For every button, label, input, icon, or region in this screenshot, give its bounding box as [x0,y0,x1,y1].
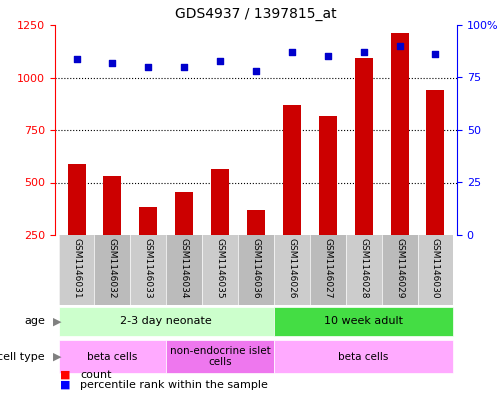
Bar [274,340,454,373]
Point [216,57,224,64]
Text: GSM1146033: GSM1146033 [144,239,153,299]
Title: GDS4937 / 1397815_at: GDS4937 / 1397815_at [175,7,337,21]
Point [108,60,116,66]
Point [360,49,368,55]
Point [396,43,404,49]
Bar [103,176,121,235]
Text: GSM1146026: GSM1146026 [287,239,296,299]
Point [72,55,80,62]
Bar [211,169,229,235]
Point [324,53,332,60]
Point [180,64,188,70]
Bar [166,340,274,373]
Bar [202,235,238,305]
Point [288,49,296,55]
Text: ■: ■ [60,370,70,380]
Bar [139,207,157,235]
Bar [310,235,346,305]
Text: GSM1146028: GSM1146028 [359,239,368,299]
Bar [58,340,166,373]
Point [144,64,152,70]
Text: GSM1146027: GSM1146027 [323,239,332,299]
Bar [94,235,130,305]
Bar [247,210,265,235]
Text: percentile rank within the sample: percentile rank within the sample [80,380,268,390]
Text: 10 week adult: 10 week adult [324,316,403,327]
Text: GSM1146029: GSM1146029 [395,239,404,299]
Text: GSM1146032: GSM1146032 [108,239,117,299]
Bar [166,235,202,305]
Bar [418,235,454,305]
Text: GSM1146036: GSM1146036 [251,239,260,299]
Text: count: count [80,370,111,380]
Bar [391,33,409,235]
Point [252,68,260,74]
Text: beta cells: beta cells [87,351,138,362]
Bar [58,235,94,305]
Bar [382,235,418,305]
Bar [274,235,310,305]
Point [432,51,440,57]
Text: 2-3 day neonate: 2-3 day neonate [120,316,212,327]
Bar [58,307,274,336]
Text: ▶: ▶ [52,351,61,362]
Text: age: age [24,316,45,327]
Bar [319,116,337,235]
Bar [355,57,373,235]
Text: GSM1146035: GSM1146035 [216,239,225,299]
Bar [427,90,445,235]
Bar [238,235,274,305]
Text: cell type: cell type [0,351,45,362]
Bar [67,163,85,235]
Text: beta cells: beta cells [338,351,389,362]
Bar [283,105,301,235]
Text: non-endocrine islet
cells: non-endocrine islet cells [170,346,270,367]
Bar [130,235,166,305]
Bar [274,307,454,336]
Bar [175,192,193,235]
Text: ▶: ▶ [52,316,61,327]
Text: GSM1146031: GSM1146031 [72,239,81,299]
Text: ■: ■ [60,380,70,390]
Text: GSM1146034: GSM1146034 [180,239,189,299]
Text: GSM1146030: GSM1146030 [431,239,440,299]
Bar [346,235,382,305]
